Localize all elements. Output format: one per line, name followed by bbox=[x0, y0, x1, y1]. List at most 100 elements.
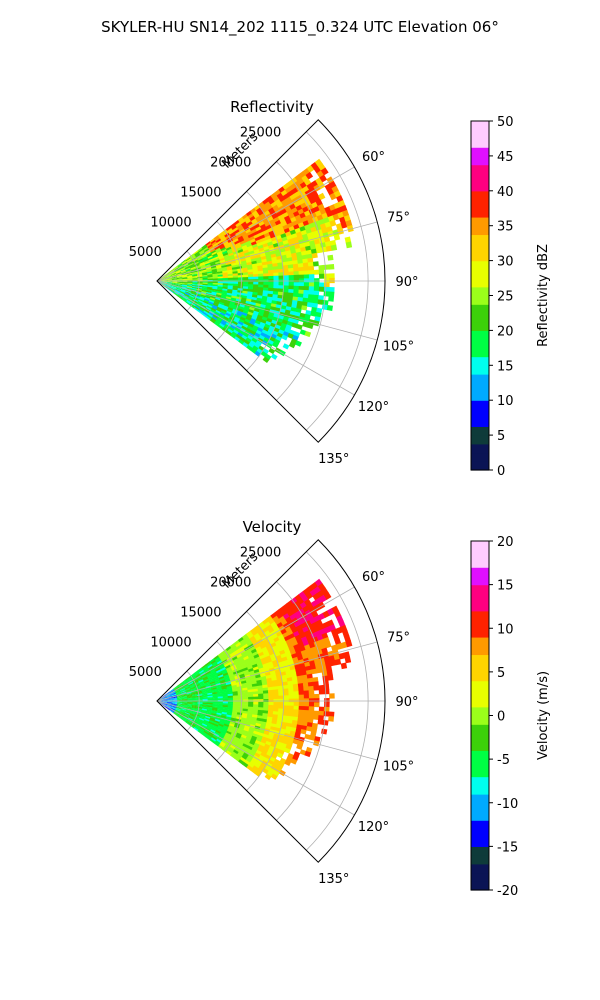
data-cell bbox=[266, 737, 273, 744]
data-cell bbox=[239, 660, 246, 665]
data-cell bbox=[282, 211, 290, 219]
data-cell bbox=[269, 336, 276, 343]
data-cell bbox=[248, 655, 256, 661]
data-cell bbox=[170, 706, 177, 710]
data-cell bbox=[213, 235, 220, 241]
data-cell bbox=[303, 270, 310, 276]
data-cell bbox=[180, 270, 187, 274]
data-cell bbox=[262, 627, 269, 634]
azimuth-tick-label: 90° bbox=[395, 275, 418, 290]
data-cell bbox=[202, 286, 208, 289]
data-cell bbox=[161, 696, 167, 699]
data-cell bbox=[205, 241, 212, 246]
data-cell bbox=[239, 253, 246, 258]
data-cell bbox=[227, 701, 234, 704]
data-cell bbox=[277, 682, 284, 687]
data-cell bbox=[209, 261, 216, 265]
data-cell bbox=[179, 265, 185, 270]
data-cell bbox=[165, 705, 172, 709]
data-cell bbox=[193, 296, 200, 301]
data-cell bbox=[218, 676, 225, 680]
data-cell bbox=[196, 693, 203, 696]
data-cell bbox=[323, 656, 331, 663]
data-cell bbox=[273, 708, 279, 713]
data-cell bbox=[229, 222, 236, 229]
data-cell bbox=[172, 702, 178, 704]
colorbar-swatch bbox=[471, 558, 489, 568]
data-cell bbox=[283, 691, 290, 696]
data-cell bbox=[215, 658, 222, 664]
data-cell bbox=[249, 238, 257, 244]
data-cell bbox=[187, 283, 193, 286]
data-cell bbox=[171, 693, 177, 697]
data-cell bbox=[172, 282, 178, 284]
data-cell bbox=[227, 697, 234, 701]
data-cell bbox=[177, 262, 183, 267]
data-cell bbox=[310, 248, 318, 255]
data-cell bbox=[194, 295, 200, 300]
data-cell bbox=[225, 681, 232, 686]
data-cell bbox=[296, 675, 303, 681]
data-cell bbox=[272, 689, 279, 694]
data-cell bbox=[179, 687, 185, 691]
colorbar-swatch bbox=[471, 680, 489, 690]
sector-outline bbox=[156, 539, 386, 863]
data-cell bbox=[318, 192, 326, 201]
data-cell bbox=[208, 300, 215, 304]
data-cell bbox=[210, 317, 217, 323]
data-cell bbox=[311, 726, 318, 733]
data-cell bbox=[213, 676, 220, 680]
data-cell bbox=[185, 268, 191, 272]
data-cell bbox=[236, 666, 243, 672]
data-cell bbox=[187, 702, 193, 705]
data-cell bbox=[278, 749, 285, 756]
data-cell bbox=[170, 692, 177, 696]
data-cell bbox=[280, 208, 288, 215]
data-cell bbox=[189, 713, 196, 717]
data-cell bbox=[192, 278, 198, 280]
data-cell bbox=[199, 261, 205, 266]
data-cell bbox=[181, 271, 187, 275]
data-cell bbox=[206, 266, 212, 270]
data-cell bbox=[243, 701, 249, 705]
data-cell bbox=[299, 242, 306, 249]
data-cell bbox=[293, 694, 300, 700]
data-cell bbox=[207, 255, 214, 259]
data-cell bbox=[231, 246, 238, 251]
data-cell bbox=[247, 708, 254, 713]
data-cell bbox=[303, 289, 310, 295]
data-cell bbox=[176, 707, 182, 710]
data-cell bbox=[194, 682, 200, 686]
data-cell bbox=[262, 649, 270, 655]
data-cell bbox=[190, 722, 197, 727]
data-cell bbox=[209, 259, 215, 264]
data-cell bbox=[166, 284, 172, 288]
data-cell bbox=[344, 236, 352, 244]
data-cell bbox=[180, 690, 187, 693]
data-cell bbox=[223, 723, 230, 728]
data-cell bbox=[220, 321, 227, 327]
data-cell bbox=[206, 734, 213, 740]
data-cell bbox=[167, 282, 173, 284]
data-cell bbox=[262, 207, 269, 214]
data-cell bbox=[258, 640, 265, 647]
colorbar-tick-label: 30 bbox=[497, 255, 514, 270]
data-cell bbox=[186, 258, 192, 263]
data-cell bbox=[202, 677, 209, 681]
data-cell bbox=[262, 713, 269, 717]
data-cell bbox=[192, 699, 198, 701]
colorbar-swatch bbox=[471, 286, 489, 297]
data-cell bbox=[234, 316, 241, 322]
data-cell bbox=[214, 320, 221, 326]
data-cell bbox=[209, 248, 216, 253]
data-cell bbox=[177, 697, 183, 700]
data-cell bbox=[217, 744, 224, 750]
data-cell bbox=[276, 675, 283, 681]
data-cell bbox=[197, 300, 203, 305]
data-cell bbox=[338, 652, 346, 660]
data-cell bbox=[217, 696, 224, 699]
data-cell bbox=[204, 248, 210, 253]
data-cell bbox=[197, 285, 203, 288]
data-cell bbox=[263, 701, 269, 706]
data-cell bbox=[174, 289, 181, 293]
